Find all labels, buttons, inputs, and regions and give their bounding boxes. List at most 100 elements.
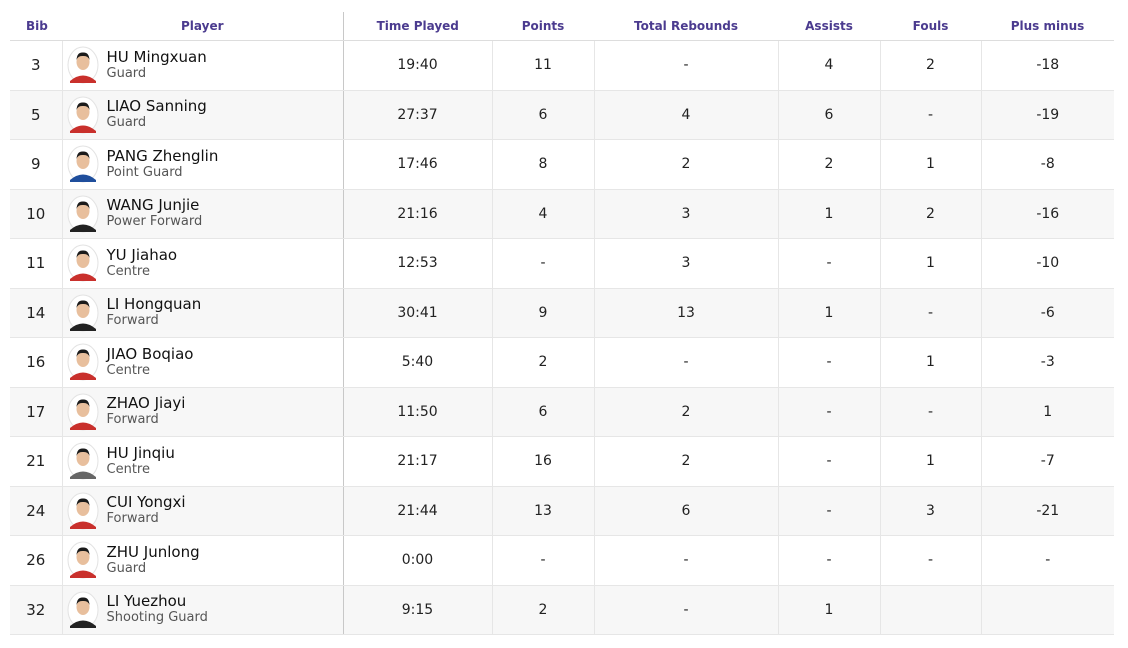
- time-played: 30:41: [342, 288, 492, 338]
- player-position: Point Guard: [106, 164, 183, 180]
- player-text: LI Hongquan Forward: [107, 296, 202, 329]
- player-info: CUI Yongxi Forward: [63, 492, 343, 530]
- plus-minus: -19: [980, 90, 1114, 140]
- player-row: 24 CUI Yongxi Forward 21:44 13 6-3 -21: [10, 486, 1114, 536]
- player-cell: CUI Yongxi Forward: [61, 486, 344, 536]
- player-cell: YU Jiahao Centre: [61, 238, 344, 289]
- player-cell: ZHU Junlong Guard: [61, 535, 344, 586]
- bib: 24: [10, 486, 62, 536]
- player-name: JIAO Boqiao: [106, 344, 194, 363]
- points: 11: [491, 40, 594, 91]
- player-name: HU Jinqiu: [106, 443, 175, 462]
- column-header: Plus minus: [981, 12, 1114, 41]
- player-cell: ZHAO Jiayi Forward: [61, 387, 344, 437]
- player-photo: [67, 195, 98, 233]
- player-row: 3 HU Mingxuan Guard 19:40 11-4 2 -18: [10, 40, 1114, 91]
- total-rebounds: -: [593, 40, 778, 91]
- player-photo: [67, 244, 98, 282]
- assists: -: [777, 238, 880, 289]
- assists: -: [777, 535, 880, 586]
- player-name: CUI Yongxi: [106, 493, 186, 512]
- bib: 10: [10, 189, 62, 239]
- player-row: 9 PANG Zhenglin Point Guard 17:46 8 2 2 1 -8: [10, 139, 1114, 190]
- column-header: Assists: [778, 12, 880, 41]
- player-photo: [67, 541, 98, 579]
- player-cell: HU Mingxuan Guard: [61, 40, 344, 91]
- player-info: LI Yuezhou Shooting Guard: [63, 591, 343, 629]
- player-row: 26 ZHU Junlong Guard 0:00- - - - -: [10, 535, 1114, 586]
- column-header: Total Rebounds: [594, 12, 778, 41]
- player-position: Guard: [106, 65, 147, 81]
- fouls: 1: [879, 436, 981, 487]
- bib: 5: [10, 90, 62, 140]
- time-played: 5:40: [342, 337, 492, 388]
- player-text: JIAO Boqiao Centre: [106, 344, 194, 379]
- points: 6: [491, 90, 594, 140]
- bib: 17: [10, 387, 62, 437]
- column-header: Player: [62, 12, 344, 41]
- time-played: 27:37: [342, 90, 492, 140]
- player-text: HU Jinqiu Centre: [106, 443, 175, 478]
- player-info: PANG Zhenglin Point Guard: [63, 145, 343, 183]
- player-name: ZHAO Jiayi: [106, 394, 186, 413]
- time-played: 11:50: [342, 387, 492, 437]
- player-text: CUI Yongxi Forward: [107, 494, 186, 527]
- player-info: JIAO Boqiao Centre: [63, 343, 343, 381]
- assists: 1: [777, 288, 880, 338]
- points: -: [491, 238, 594, 289]
- total-rebounds: 2: [593, 139, 778, 190]
- fouls: -: [879, 288, 981, 338]
- plus-minus: -10: [980, 238, 1114, 289]
- plus-minus: -3: [980, 337, 1114, 388]
- fouls: 1: [879, 139, 981, 190]
- player-photo: [67, 393, 98, 431]
- player-cell: LI Yuezhou Shooting Guard: [61, 585, 344, 635]
- column-header: Points: [492, 12, 594, 41]
- time-played: 19:40: [342, 40, 492, 91]
- player-position: Guard: [106, 560, 147, 576]
- time-played: 17:46: [342, 139, 492, 190]
- plus-minus: [980, 585, 1114, 635]
- assists: -: [777, 337, 880, 388]
- player-cell: LI Hongquan Forward: [61, 288, 344, 338]
- player-cell: JIAO Boqiao Centre: [61, 337, 344, 388]
- player-photo: [67, 591, 98, 629]
- player-position: Guard: [106, 115, 147, 131]
- fouls: 2: [879, 189, 981, 239]
- player-text: LIAO Sanning Guard: [107, 98, 207, 131]
- time-played: 12:53: [342, 238, 492, 289]
- player-text: WANG Junjie Power Forward: [107, 197, 203, 230]
- points: 16: [491, 436, 594, 487]
- total-rebounds: -: [593, 535, 778, 586]
- plus-minus: -6: [980, 288, 1114, 338]
- player-position: Power Forward: [106, 214, 203, 230]
- points: 8: [491, 139, 594, 190]
- player-position: Centre: [106, 362, 150, 378]
- player-info: WANG Junjie Power Forward: [63, 195, 343, 233]
- player-position: Forward: [106, 511, 159, 527]
- player-info: LI Hongquan Forward: [63, 294, 343, 332]
- player-info: ZHU Junlong Guard: [63, 541, 343, 579]
- points: -: [491, 535, 594, 586]
- player-name: ZHU Junlong: [106, 542, 200, 561]
- fouls: 1: [879, 238, 981, 289]
- plus-minus: -7: [980, 436, 1114, 487]
- fouls: -: [879, 535, 981, 586]
- player-photo: [67, 492, 98, 530]
- player-photo: [67, 145, 98, 183]
- points: 2: [491, 585, 594, 635]
- time-played: 21:17: [342, 436, 492, 487]
- total-rebounds: 6: [593, 486, 778, 536]
- bib: 26: [10, 535, 62, 586]
- player-position: Centre: [106, 263, 150, 279]
- player-text: HU Mingxuan Guard: [106, 47, 207, 82]
- column-header: Bib: [10, 12, 62, 41]
- player-cell: LIAO Sanning Guard: [61, 90, 344, 140]
- player-row: 16 JIAO Boqiao Centre 5:40 2- -1 -3: [10, 337, 1114, 388]
- player-cell: HU Jinqiu Centre: [61, 436, 344, 487]
- column-header: Fouls: [880, 12, 981, 41]
- player-name: HU Mingxuan: [106, 47, 207, 66]
- bib: 3: [10, 40, 62, 91]
- points: 4: [491, 189, 594, 239]
